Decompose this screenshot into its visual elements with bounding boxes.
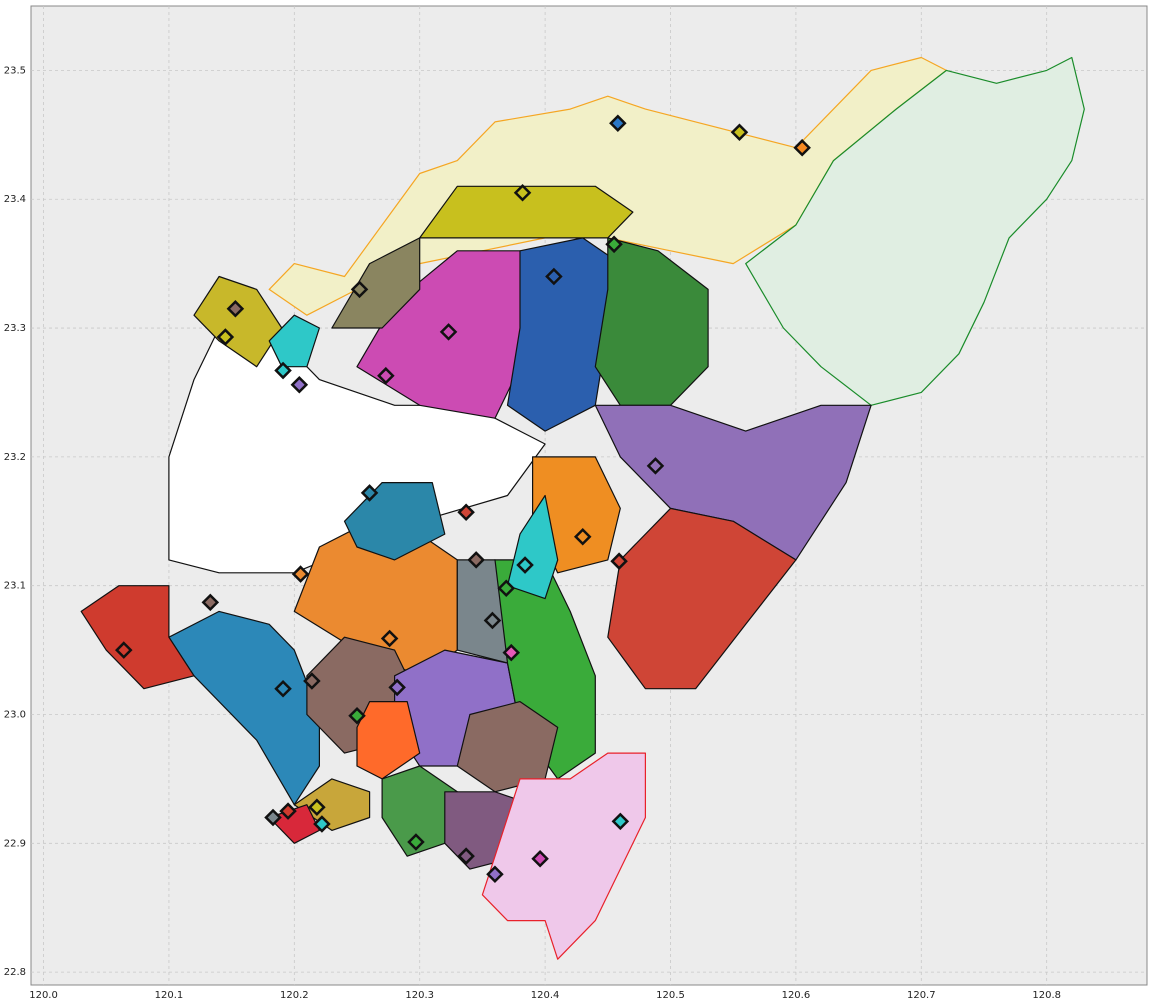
site-marker	[793, 138, 811, 157]
x-tick-label: 120.0	[29, 990, 58, 1001]
site-marker	[274, 679, 292, 698]
site-marker	[605, 235, 623, 254]
site-marker	[730, 123, 749, 142]
x-tick-label: 120.3	[405, 990, 434, 1001]
site-marker	[348, 707, 366, 725]
site-marker	[545, 267, 563, 286]
site-marker	[610, 552, 628, 570]
region-polygon	[343, 482, 446, 561]
y-tick-label: 23.1	[4, 581, 26, 592]
site-marker	[483, 611, 502, 630]
y-tick-label: 23.5	[4, 65, 26, 76]
site-marker	[439, 323, 458, 341]
region-polygon	[80, 585, 195, 690]
site-marker	[457, 503, 475, 522]
site-marker	[497, 579, 516, 598]
site-marker	[303, 672, 321, 690]
y-tick-label: 22.8	[4, 967, 26, 978]
site-marker	[274, 361, 292, 380]
y-tick-label: 23.0	[4, 709, 26, 720]
region-polygon	[331, 237, 421, 329]
region-polygon	[268, 56, 948, 316]
site-marker	[467, 551, 485, 569]
x-tick-label: 120.7	[907, 990, 936, 1001]
x-tick-label: 120.2	[280, 990, 309, 1001]
site-marker	[573, 527, 592, 546]
site-marker	[290, 375, 309, 394]
site-marker	[502, 643, 521, 662]
region-polygon	[506, 494, 559, 600]
site-marker	[308, 798, 326, 817]
region-polygon	[419, 185, 634, 239]
site-marker	[611, 812, 630, 831]
x-tick-label: 120.6	[782, 990, 811, 1001]
site-marker	[516, 556, 534, 574]
region-polygons	[80, 56, 1085, 960]
site-marker	[377, 366, 395, 385]
site-marker	[201, 593, 220, 612]
x-tick-label: 120.5	[656, 990, 685, 1001]
site-marker	[407, 833, 425, 851]
site-marker	[531, 849, 549, 868]
site-markers	[115, 114, 811, 883]
site-marker	[264, 808, 282, 827]
y-tick-label: 23.3	[4, 323, 26, 334]
site-marker	[350, 280, 369, 299]
site-marker	[646, 457, 665, 475]
site-marker	[226, 299, 245, 318]
region-polygon	[268, 314, 320, 368]
y-axis-ticks: 22.8 22.9 23.0 23.1 23.2 23.3 23.4 23.5	[4, 65, 26, 978]
site-marker	[380, 629, 399, 648]
x-tick-label: 120.4	[531, 990, 560, 1001]
site-marker	[216, 328, 235, 346]
region-polygon	[481, 752, 647, 960]
site-marker	[486, 865, 504, 883]
region-polygon	[168, 610, 320, 806]
site-marker	[279, 802, 297, 820]
site-marker	[313, 815, 331, 833]
site-marker	[513, 184, 532, 202]
site-marker	[291, 565, 310, 583]
site-marker	[388, 678, 406, 697]
x-tick-label: 120.1	[155, 990, 184, 1001]
y-tick-label: 23.2	[4, 452, 26, 463]
site-marker	[115, 641, 133, 659]
site-marker	[457, 847, 475, 865]
y-tick-label: 23.4	[4, 194, 26, 205]
site-marker	[360, 484, 379, 502]
y-tick-label: 22.9	[4, 838, 26, 849]
x-axis-ticks: 120.0 120.1 120.2 120.3 120.4 120.5 120.6 120.7…	[29, 990, 1061, 1001]
region-polygon	[607, 507, 797, 690]
region-polygon	[594, 404, 872, 561]
region-polygon	[356, 700, 421, 780]
site-marker	[609, 114, 627, 132]
x-tick-label: 120.8	[1032, 990, 1061, 1001]
